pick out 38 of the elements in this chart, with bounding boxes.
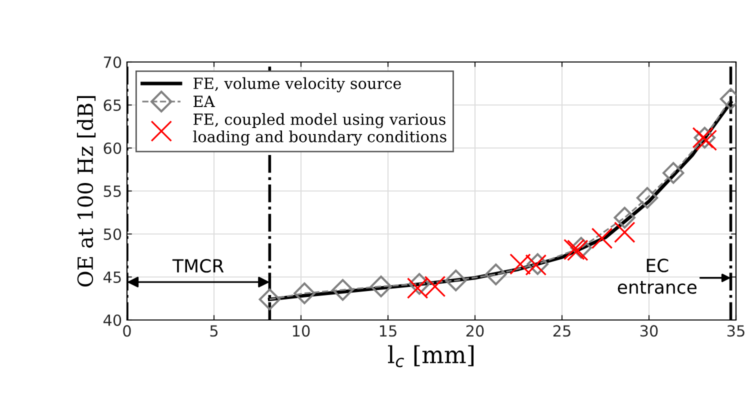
point <box>614 206 636 229</box>
y-tick-label: 50 <box>104 228 122 240</box>
point <box>294 282 316 304</box>
point <box>591 228 613 249</box>
y-tick-label: 70 <box>104 56 122 68</box>
point <box>570 236 592 259</box>
annotation: TMCR <box>172 258 224 273</box>
point <box>258 288 281 310</box>
point <box>408 273 430 295</box>
x-tick-label: 10 <box>292 325 310 337</box>
x-tick-label: 0 <box>123 325 131 337</box>
y-tick-label: 65 <box>104 99 121 112</box>
x-axis-title: l$_{c}$ [mm] <box>388 345 474 368</box>
x-tick-label: 35 <box>727 325 744 337</box>
x-tick-label: 20 <box>466 325 484 337</box>
x-tick-label: 5 <box>210 325 218 337</box>
point <box>636 187 658 209</box>
point <box>564 238 585 260</box>
annotation: EC entrance <box>618 258 696 294</box>
legend-label: EA <box>194 96 216 107</box>
point <box>567 240 588 261</box>
y-tick-label: 40 <box>103 314 122 326</box>
y-tick-label: 45 <box>103 272 121 284</box>
x-tick-label: 15 <box>380 325 396 337</box>
x-tick-label: 30 <box>640 325 658 337</box>
point <box>370 276 392 298</box>
point <box>444 270 467 292</box>
legend-label: FE, coupled model using various loading and boundary conditions <box>193 113 446 146</box>
point <box>614 222 636 243</box>
point <box>510 253 531 275</box>
point <box>662 162 684 184</box>
y-tick-label: 55 <box>104 186 121 198</box>
y-axis-title: OE at 100 Hz [dB] <box>76 96 96 287</box>
legend-label: FE, volume velocity source <box>194 77 401 92</box>
point <box>332 279 354 301</box>
x-tick-label: 25 <box>553 325 570 337</box>
point <box>485 264 507 286</box>
y-tick-label: 60 <box>104 142 122 154</box>
